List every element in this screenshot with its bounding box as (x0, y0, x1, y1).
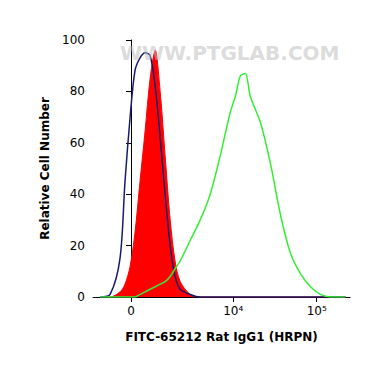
svg-text:100: 100 (62, 33, 85, 47)
svg-text:10⁴: 10⁴ (223, 304, 243, 318)
svg-text:10⁵: 10⁵ (307, 304, 327, 318)
svg-text:40: 40 (70, 187, 85, 201)
svg-text:0: 0 (127, 304, 135, 318)
svg-text:FITC-65212 Rat IgG1 (HRPN): FITC-65212 Rat IgG1 (HRPN) (125, 330, 318, 344)
svg-text:20: 20 (70, 239, 85, 253)
svg-text:60: 60 (70, 136, 85, 150)
svg-text:80: 80 (70, 84, 85, 98)
svg-text:Relative Cell Number: Relative Cell Number (38, 97, 52, 240)
svg-text:0: 0 (77, 290, 85, 304)
svg-text:WWW.PTGLAB.COM: WWW.PTGLAB.COM (120, 41, 340, 65)
